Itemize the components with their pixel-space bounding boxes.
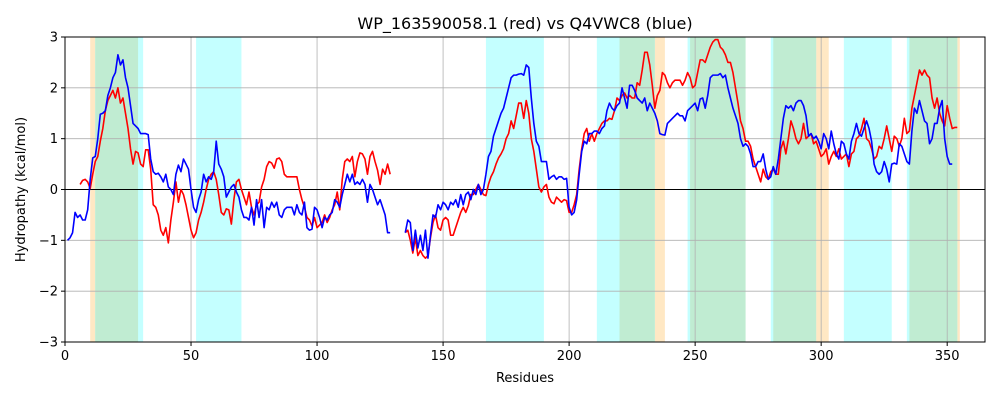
blue-series-line: [404, 64, 953, 259]
x-tick-label: 250: [683, 349, 708, 364]
x-axis-label: Residues: [496, 371, 554, 386]
y-tick-label: −2: [39, 285, 58, 300]
y-tick-label: −3: [39, 336, 58, 351]
y-tick-label: 0: [50, 183, 58, 198]
x-tick-label: 150: [431, 349, 456, 364]
y-tick-label: 2: [50, 81, 58, 96]
x-axis-ticks: 0 50 100 150 200 250 300 350: [61, 342, 960, 364]
y-tick-label: 3: [50, 31, 58, 46]
chart-title: WP_163590058.1 (red) vs Q4VWC8 (blue): [357, 14, 692, 34]
x-tick-label: 300: [809, 349, 834, 364]
red-series-line: [404, 38, 958, 259]
x-tick-label: 100: [305, 349, 330, 364]
x-tick-label: 350: [935, 349, 960, 364]
y-axis-label: Hydropathy (kcal/mol): [14, 117, 29, 262]
series-lines: [66, 38, 958, 259]
y-axis-ticks: −3 −2 −1 0 1 2 3: [39, 31, 65, 351]
blue-series-line: [66, 53, 391, 241]
y-tick-label: 1: [50, 132, 58, 147]
x-tick-label: 200: [557, 349, 582, 364]
x-tick-label: 50: [183, 349, 200, 364]
x-tick-label: 0: [61, 349, 69, 364]
y-tick-label: −1: [39, 234, 58, 249]
